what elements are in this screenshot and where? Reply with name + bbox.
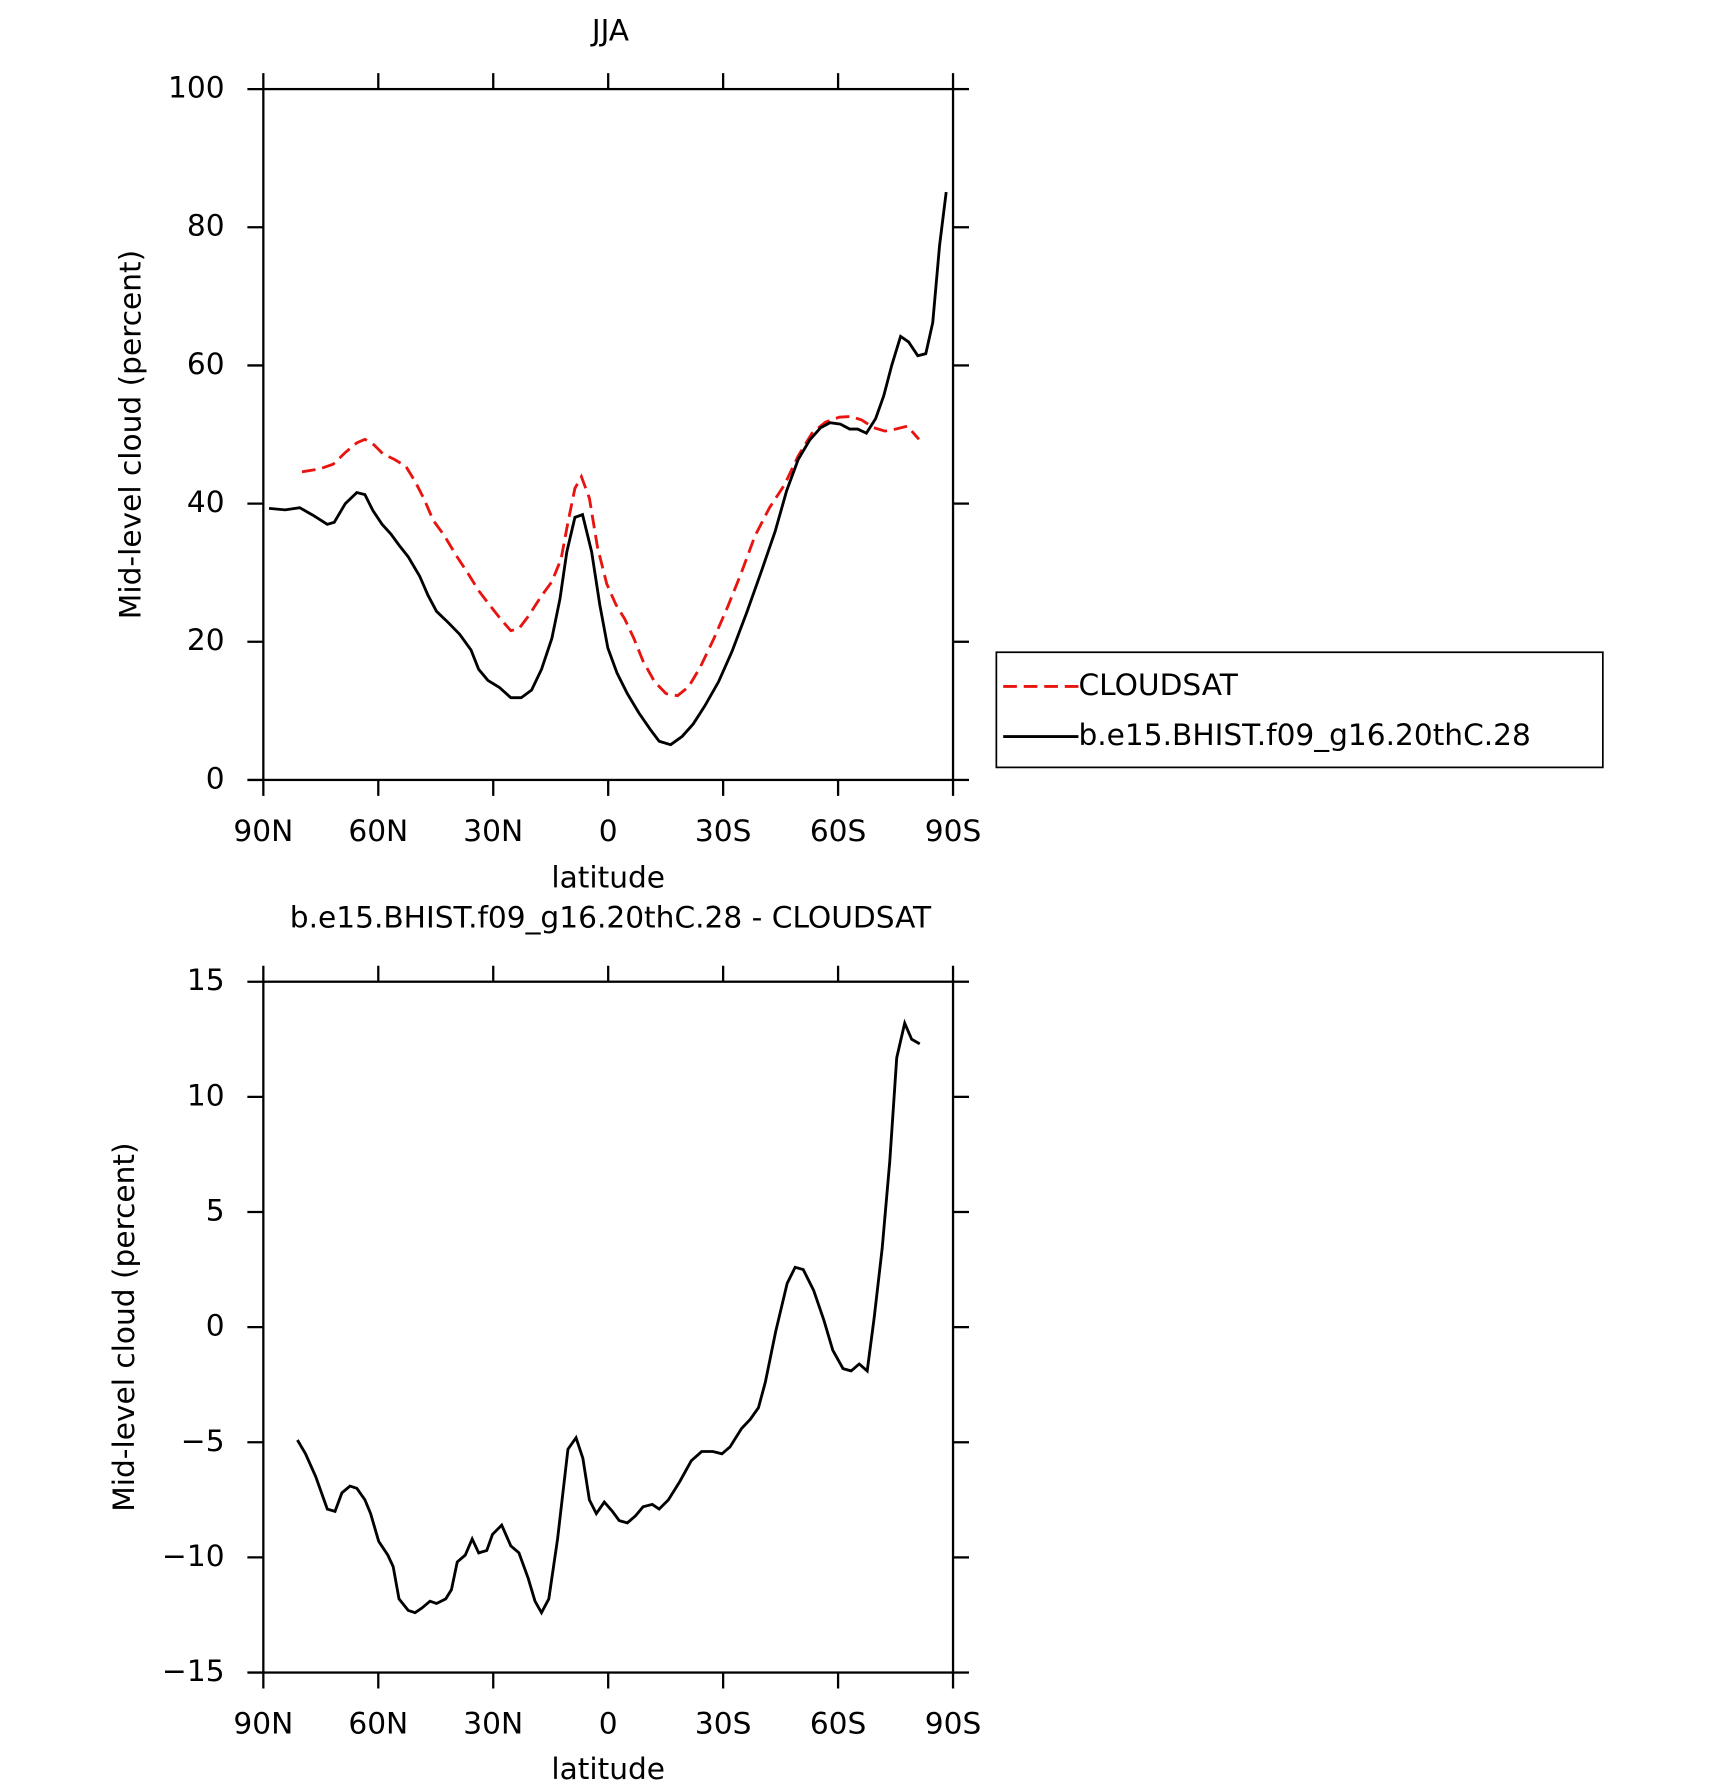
y-tick-label: 15: [187, 962, 225, 997]
y-tick-label: 80: [187, 208, 225, 243]
y-tick-label: 0: [206, 1308, 225, 1343]
x-tick-label: 60S: [810, 813, 867, 848]
y-axis-label: Mid-level cloud (percent): [106, 1142, 141, 1511]
y-tick-label: 60: [187, 346, 225, 381]
y-tick-label: −10: [162, 1538, 225, 1573]
y-tick-label: −15: [162, 1653, 225, 1688]
legend-label: b.e15.BHIST.f09_g16.20thC.28: [1078, 717, 1530, 752]
x-axis-label: latitude: [551, 1751, 665, 1786]
x-tick-label: 30N: [463, 813, 523, 848]
x-tick-label: 60N: [348, 1705, 408, 1740]
y-tick-label: 0: [206, 760, 225, 795]
y-tick-label: 5: [206, 1192, 225, 1227]
y-axis-label: Mid-level cloud (percent): [113, 250, 148, 619]
chart-title: b.e15.BHIST.f09_g16.20thC.28 - CLOUDSAT: [290, 900, 932, 935]
x-tick-label: 30S: [695, 1705, 752, 1740]
x-tick-label: 60S: [810, 1705, 867, 1740]
x-tick-label: 60N: [348, 813, 408, 848]
chart-title: JJA: [590, 13, 630, 48]
data-line: [301, 415, 921, 698]
x-tick-label: 0: [599, 813, 618, 848]
x-tick-label: 0: [599, 1705, 618, 1740]
plot-frame: [262, 87, 955, 782]
y-tick-label: 100: [168, 70, 225, 105]
legend-box: [995, 651, 1604, 769]
x-tick-label: 90N: [233, 813, 293, 848]
y-tick-label: 10: [187, 1077, 225, 1112]
y-tick-label: 40: [187, 484, 225, 519]
data-line: [268, 191, 948, 747]
x-tick-label: 30S: [695, 813, 752, 848]
y-tick-label: −5: [181, 1423, 225, 1458]
y-tick-label: 20: [187, 622, 225, 657]
x-tick-label: 90S: [925, 1705, 982, 1740]
data-line: [296, 1018, 921, 1616]
plot-frame: [262, 980, 955, 1674]
x-tick-label: 30N: [463, 1705, 523, 1740]
x-axis-label: latitude: [551, 860, 665, 895]
x-tick-label: 90N: [233, 1705, 293, 1740]
legend-label: CLOUDSAT: [1078, 667, 1238, 702]
x-tick-label: 90S: [925, 813, 982, 848]
